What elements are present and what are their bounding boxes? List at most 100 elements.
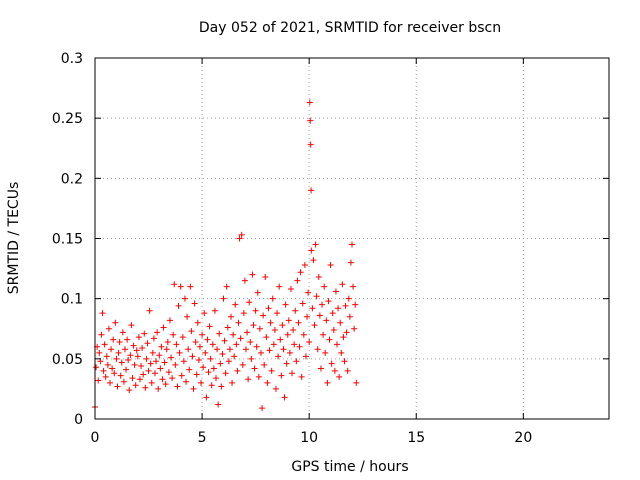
data-point — [126, 387, 133, 394]
data-point — [120, 378, 127, 385]
data-point — [159, 376, 166, 383]
data-point — [196, 343, 203, 350]
data-point — [299, 300, 306, 307]
data-point — [177, 283, 184, 290]
data-point — [264, 379, 271, 386]
data-point — [256, 325, 263, 332]
data-point — [127, 352, 134, 359]
data-point — [163, 346, 170, 353]
data-point — [322, 349, 329, 356]
data-point — [164, 338, 171, 345]
data-point — [292, 307, 299, 314]
data-point — [189, 353, 196, 360]
data-point — [200, 364, 207, 371]
data-point — [172, 361, 179, 368]
data-point — [187, 283, 194, 290]
data-point — [201, 310, 208, 317]
data-point — [245, 376, 252, 383]
x-tick-label: 15 — [407, 430, 425, 446]
data-point — [295, 319, 302, 326]
data-point — [313, 293, 320, 300]
data-point — [261, 361, 268, 368]
data-point — [150, 335, 157, 342]
y-axis-label: SRMTID / TECUs — [6, 182, 22, 295]
data-point — [124, 336, 131, 343]
axis-ticks: 0 5 10 15 20 0 0.05 0.1 0.15 0.2 0.25 0.3 — [52, 51, 609, 446]
data-point — [198, 379, 205, 386]
data-point — [309, 305, 316, 312]
x-tick-label: 5 — [198, 430, 207, 446]
data-point — [170, 331, 177, 338]
data-point — [158, 343, 165, 350]
data-point — [213, 375, 220, 382]
data-point — [132, 382, 139, 389]
data-point — [268, 367, 275, 374]
data-point — [301, 261, 308, 268]
data-point — [343, 329, 350, 336]
data-point — [344, 367, 351, 374]
data-point — [192, 338, 199, 345]
data-point — [160, 324, 167, 331]
data-point — [155, 385, 162, 392]
data-point — [222, 370, 229, 377]
data-point — [186, 366, 193, 373]
data-point — [278, 372, 285, 379]
y-tick-label: 0.2 — [61, 171, 83, 187]
data-point — [129, 375, 136, 382]
data-point — [325, 298, 332, 305]
data-point — [99, 310, 106, 317]
data-point — [239, 361, 246, 368]
data-point — [351, 325, 358, 332]
data-point — [251, 365, 258, 372]
data-point — [259, 405, 266, 412]
data-point — [219, 351, 226, 358]
data-point — [352, 301, 359, 308]
data-point — [238, 231, 245, 238]
data-point — [108, 346, 115, 353]
data-point — [141, 330, 148, 337]
data-point — [225, 358, 232, 365]
data-point — [237, 335, 244, 342]
data-point — [112, 319, 119, 326]
data-point — [153, 358, 160, 365]
data-point — [147, 360, 154, 367]
data-point — [119, 329, 126, 336]
data-point — [181, 295, 188, 302]
data-point — [175, 302, 182, 309]
data-point — [246, 299, 253, 306]
data-point — [323, 317, 330, 324]
data-point — [231, 353, 238, 360]
data-point — [130, 342, 137, 349]
data-point — [116, 338, 123, 345]
data-point — [173, 341, 180, 348]
data-point — [306, 338, 313, 345]
data-point — [111, 370, 118, 377]
data-point — [202, 349, 209, 356]
data-point — [298, 373, 305, 380]
data-point — [289, 370, 296, 377]
data-point — [250, 322, 257, 329]
data-points — [92, 99, 360, 412]
data-point — [168, 354, 175, 361]
y-tick-label: 0.15 — [52, 232, 83, 248]
data-point — [349, 241, 355, 248]
data-point — [206, 323, 213, 330]
data-point — [283, 360, 290, 367]
data-point — [236, 235, 243, 242]
data-point — [191, 300, 198, 307]
data-point — [335, 305, 342, 312]
data-point — [139, 345, 146, 352]
y-tick-label: 0.05 — [52, 352, 83, 368]
data-point — [336, 373, 343, 380]
data-point — [350, 283, 357, 290]
data-point — [279, 322, 286, 329]
data-point — [140, 371, 147, 378]
data-point — [290, 326, 297, 333]
data-point — [308, 187, 315, 194]
data-point — [117, 372, 124, 379]
data-point — [232, 301, 239, 308]
data-point — [265, 305, 272, 312]
data-point — [190, 385, 197, 392]
data-point — [315, 274, 322, 281]
data-point — [102, 373, 109, 380]
